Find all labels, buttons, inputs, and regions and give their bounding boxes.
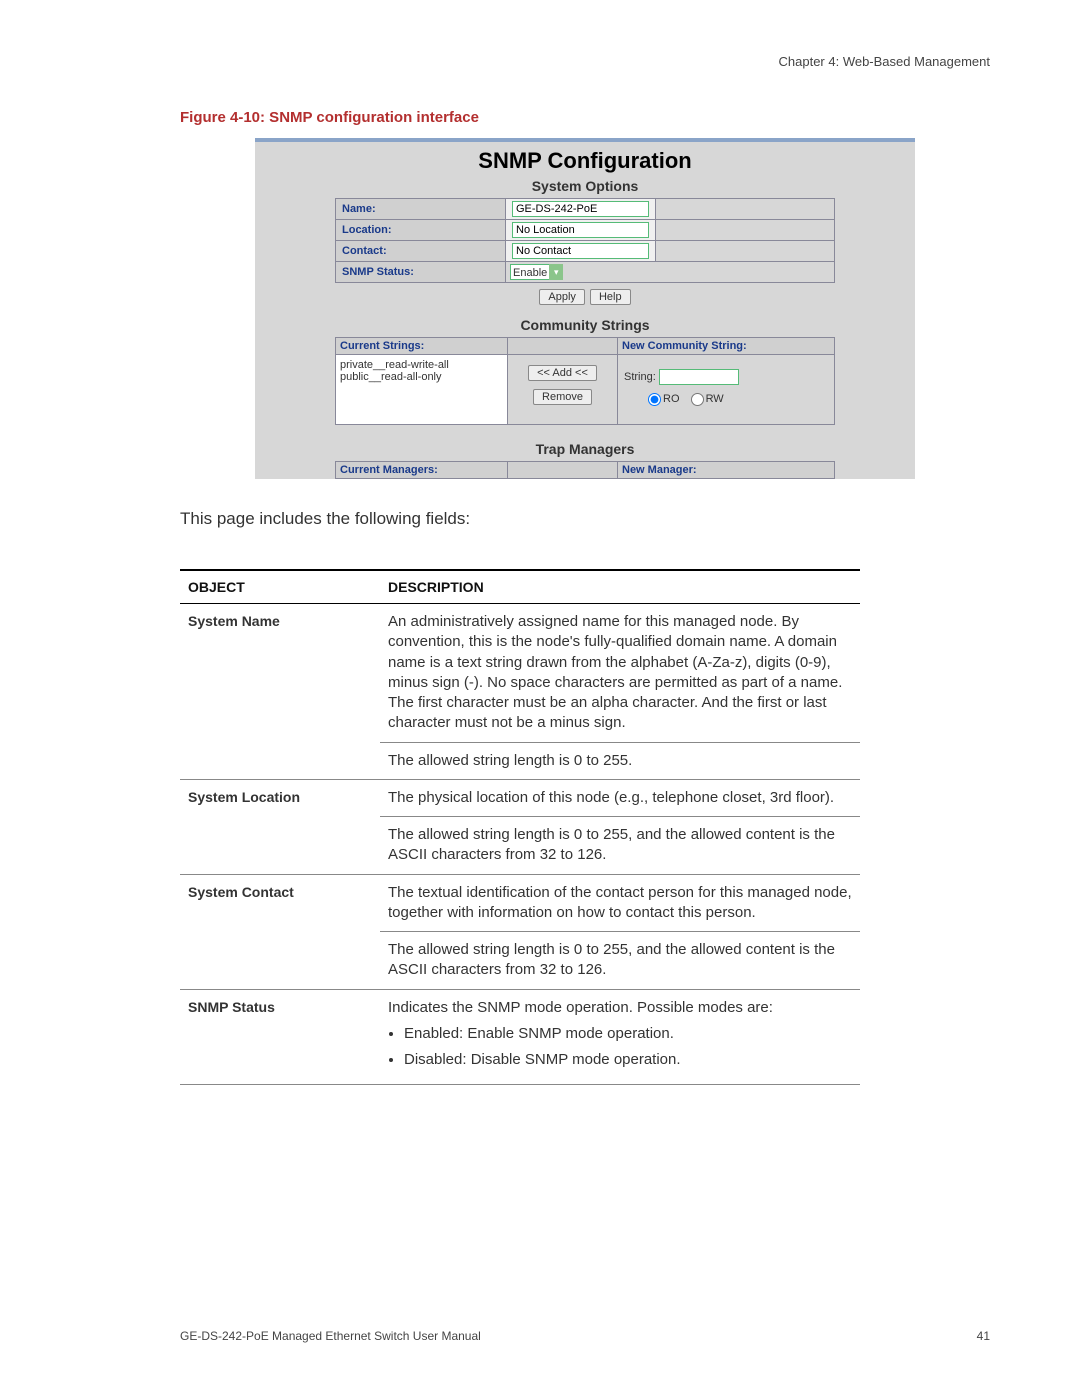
fields-table: OBJECT DESCRIPTION System Name An admini…	[180, 569, 860, 1085]
chapter-header: Chapter 4: Web-Based Management	[180, 54, 990, 69]
object-cell: System Contact	[180, 874, 380, 989]
system-options-table: Name: Location: Contact: SNMP Status: En…	[335, 198, 835, 283]
description-cell: The allowed string length is 0 to 255, a…	[380, 932, 860, 990]
object-cell: SNMP Status	[180, 989, 380, 1085]
rw-label: RW	[706, 393, 724, 405]
add-button[interactable]: << Add <<	[528, 365, 597, 381]
snmp-main-title: SNMP Configuration	[255, 142, 915, 176]
current-managers-label: Current Managers:	[336, 462, 508, 479]
name-label: Name:	[336, 199, 506, 220]
new-string-label: New Community String:	[618, 338, 835, 355]
remove-button[interactable]: Remove	[533, 389, 592, 405]
rw-radio[interactable]	[691, 393, 704, 406]
ro-label: RO	[663, 393, 680, 405]
apply-button[interactable]: Apply	[539, 289, 585, 305]
trap-heading: Trap Managers	[255, 439, 915, 461]
community-table: Current Strings: New Community String: p…	[335, 337, 835, 425]
community-heading: Community Strings	[255, 315, 915, 337]
contact-input[interactable]	[512, 243, 649, 259]
figure-title: Figure 4-10: SNMP configuration interfac…	[180, 109, 990, 126]
description-cell: The textual identification of the contac…	[380, 874, 860, 932]
chevron-down-icon: ▾	[549, 264, 563, 280]
name-input[interactable]	[512, 201, 649, 217]
system-options-heading: System Options	[255, 176, 915, 198]
object-cell: System Location	[180, 779, 380, 874]
description-header: DESCRIPTION	[380, 570, 860, 604]
description-cell: An administratively assigned name for th…	[380, 604, 860, 743]
trap-table: Current Managers: New Manager:	[335, 461, 835, 479]
bullet-item: Disabled: Disable SNMP mode operation.	[404, 1050, 852, 1070]
location-input[interactable]	[512, 222, 649, 238]
snmp-screenshot: SNMP Configuration System Options Name: …	[255, 138, 915, 479]
list-item[interactable]: private__read-write-all	[340, 359, 503, 371]
location-label: Location:	[336, 220, 506, 241]
current-strings-list[interactable]: private__read-write-all public__read-all…	[336, 355, 508, 425]
status-select[interactable]: Enable ▾	[510, 264, 563, 280]
object-cell: System Name	[180, 604, 380, 780]
current-strings-label: Current Strings:	[336, 338, 508, 355]
bullet-item: Enabled: Enable SNMP mode operation.	[404, 1024, 852, 1044]
new-manager-label: New Manager:	[618, 462, 835, 479]
intro-text: This page includes the following fields:	[180, 509, 990, 529]
object-header: OBJECT	[180, 570, 380, 604]
help-button[interactable]: Help	[590, 289, 631, 305]
string-label: String:	[624, 371, 656, 383]
footer-page-number: 41	[977, 1329, 990, 1343]
description-cell: The allowed string length is 0 to 255, a…	[380, 817, 860, 875]
ro-radio[interactable]	[648, 393, 661, 406]
description-cell: The physical location of this node (e.g.…	[380, 779, 860, 816]
footer-left: GE-DS-242-PoE Managed Ethernet Switch Us…	[180, 1329, 481, 1343]
status-label: SNMP Status:	[336, 262, 506, 283]
description-cell: The allowed string length is 0 to 255.	[380, 742, 860, 779]
contact-label: Contact:	[336, 241, 506, 262]
description-cell: Indicates the SNMP mode operation. Possi…	[380, 989, 860, 1085]
list-item[interactable]: public__read-all-only	[340, 371, 503, 383]
string-input[interactable]	[659, 369, 739, 385]
